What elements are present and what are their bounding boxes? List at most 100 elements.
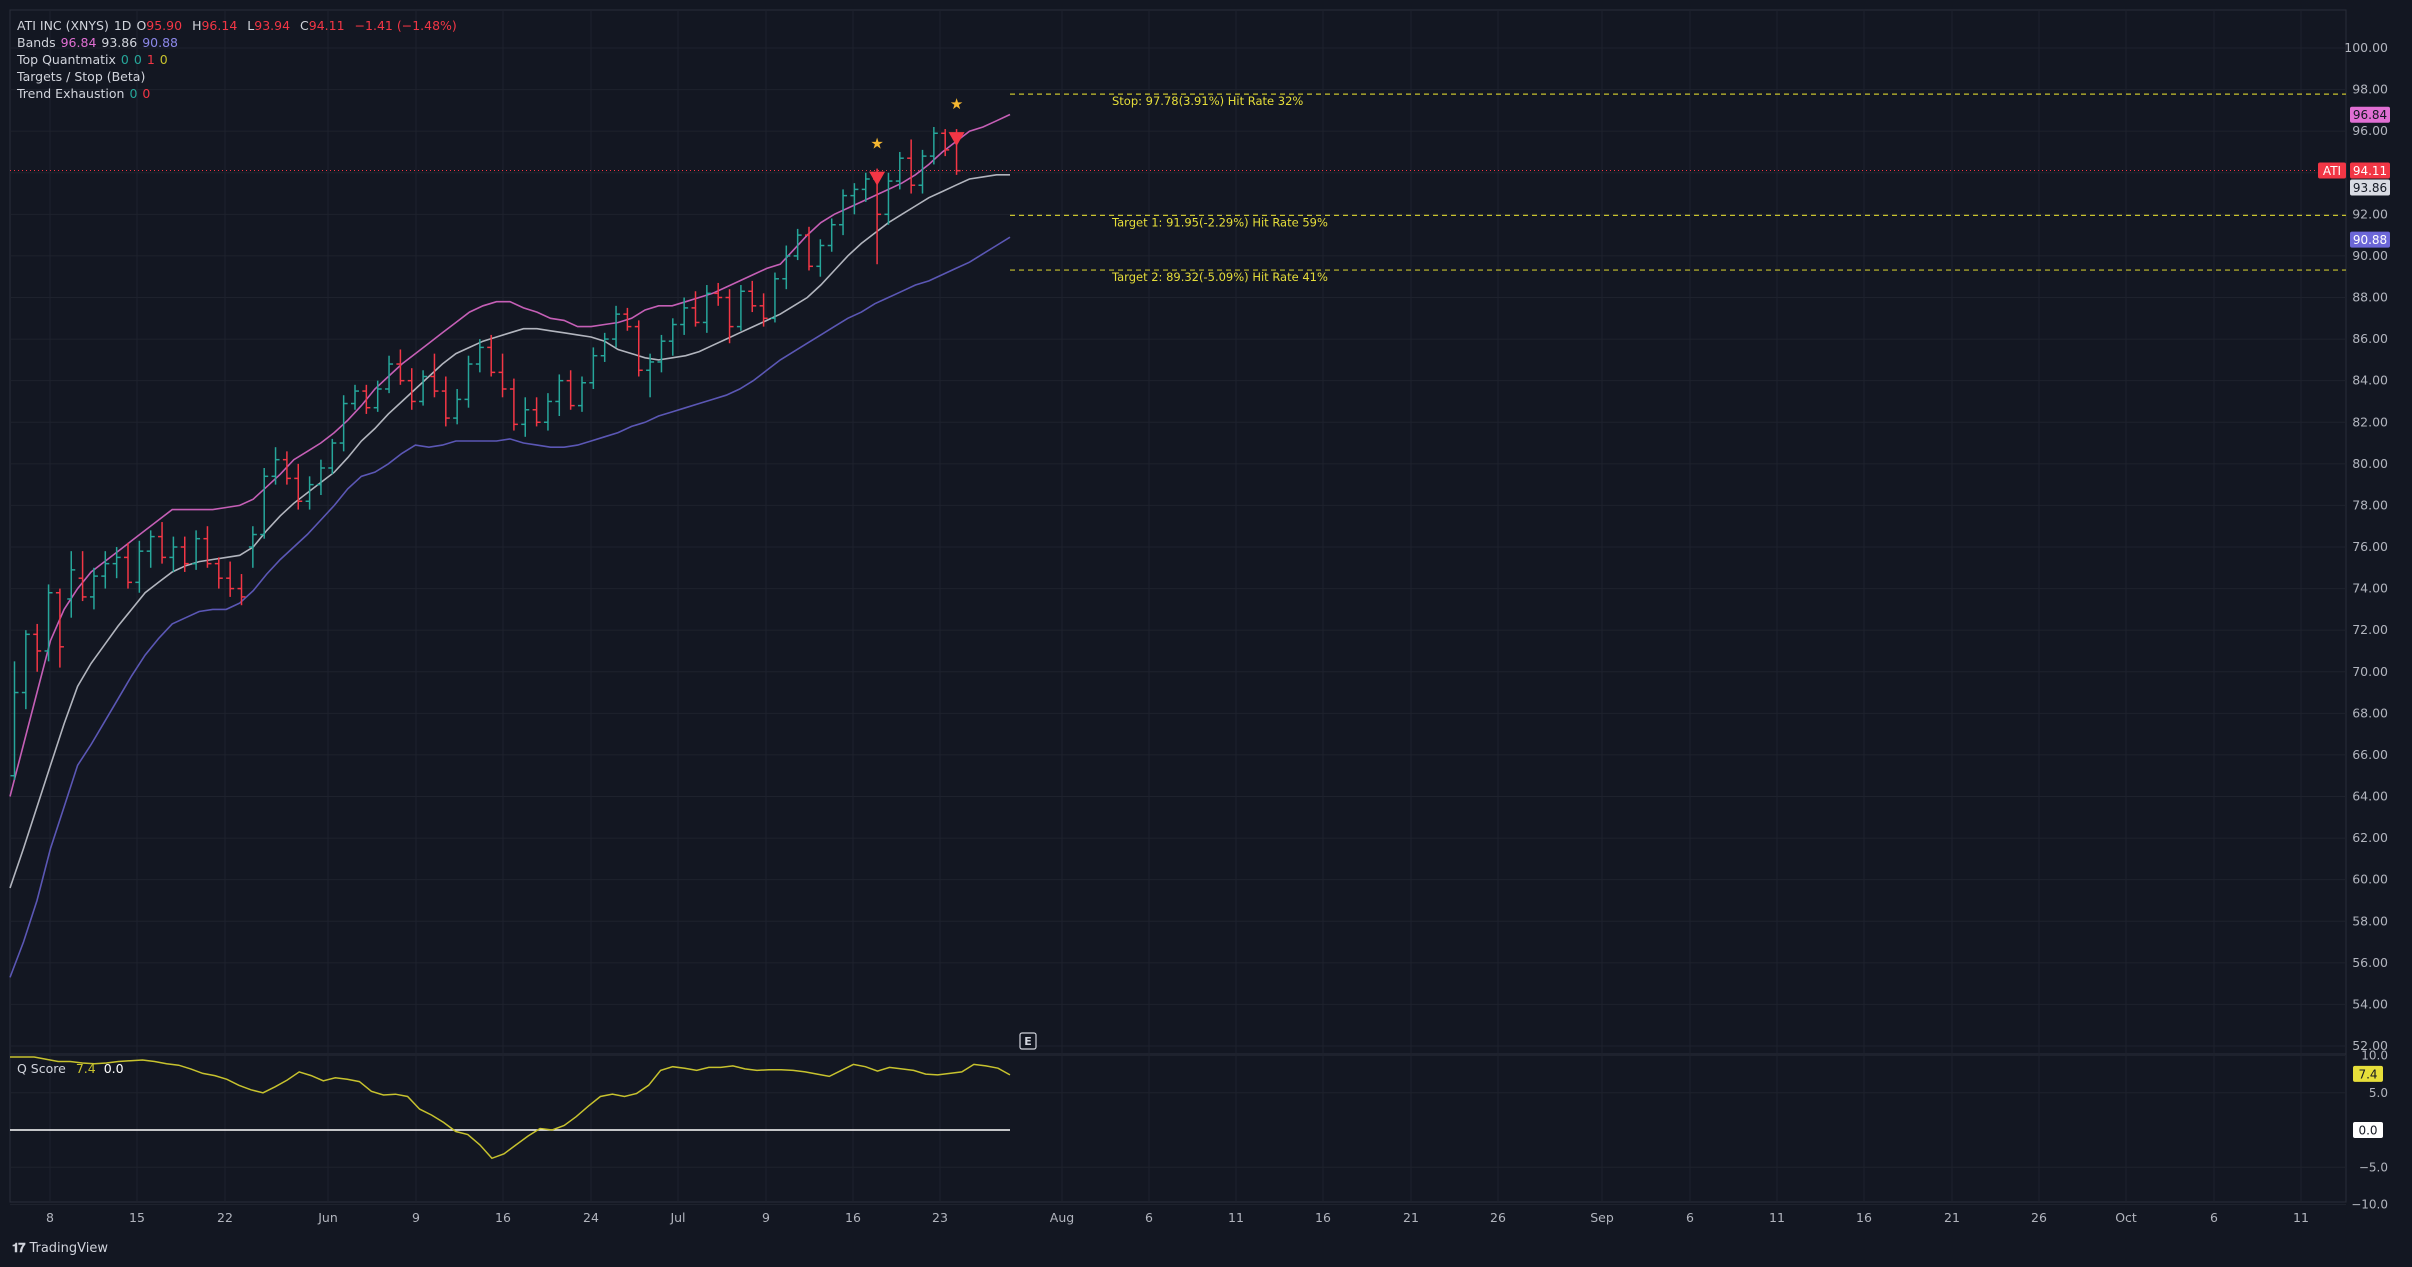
ohlc-bar <box>657 334 666 373</box>
legend-quantmatix-row[interactable]: Top Quantmatix 0 0 1 0 <box>17 51 462 68</box>
grid-lines <box>9 9 2347 1203</box>
price-tick-label: 54.00 <box>2352 996 2388 1011</box>
ohlc-bar <box>55 588 64 668</box>
bands-label: Bands <box>17 35 56 50</box>
last-price-tag: 94.11 <box>2350 162 2390 179</box>
time-tick-label: 11 <box>2293 1210 2309 1225</box>
ohlc-bar <box>850 183 859 215</box>
ohlc-bar <box>135 540 144 593</box>
last-price-tag-text: 94.11 <box>2353 164 2387 178</box>
ohlc-bar <box>453 388 462 425</box>
qscore-zero-tag-bg <box>2353 1122 2383 1138</box>
ohlc-bar <box>691 291 700 327</box>
upper-band-line <box>9 113 1011 797</box>
ohlc-bar <box>907 139 916 194</box>
target-stop-levels: Stop: 97.78(3.91%) Hit Rate 32% Target 1:… <box>1010 93 2346 284</box>
ohlc-bar <box>396 349 405 385</box>
open-label: O <box>136 18 147 33</box>
ohlc-bar <box>192 530 201 570</box>
ohlc-bar <box>714 282 723 306</box>
ohlc-bar <box>612 305 621 348</box>
ohlc-bar <box>543 393 552 431</box>
price-tags: 96.84 94.11 ATI 93.86 90.88 7.4 0.0 <box>2318 106 2390 1138</box>
ohlc-bar <box>260 467 269 539</box>
time-tick-label: 16 <box>845 1210 861 1225</box>
time-tick-label: 9 <box>412 1210 420 1225</box>
star-icon: ★ <box>870 135 883 153</box>
legend-symbol-row[interactable]: ATI INC (XNYS) 1D O95.90 H96.14 L93.94 C94.11… <box>17 17 462 34</box>
price-tick-label: 100.00 <box>2344 40 2388 55</box>
price-tick-label: 90.00 <box>2352 248 2388 263</box>
star-icon: ★ <box>950 95 963 113</box>
ohlc-bar <box>589 347 598 389</box>
time-tick-label: 6 <box>2210 1210 2218 1225</box>
time-tick-label: Jul <box>669 1210 685 1225</box>
ohlc-bar <box>793 228 802 261</box>
qscore-tick-label: −5.0 <box>2359 1160 2388 1174</box>
symbol-tag-text: ATI <box>2323 164 2341 178</box>
legend-targets-row[interactable]: Targets / Stop (Beta) <box>17 68 462 85</box>
ohlc-bar <box>33 623 42 672</box>
time-tick-label: 24 <box>583 1210 599 1225</box>
ohlc-bar <box>475 339 484 373</box>
ohlc-bar <box>419 370 428 406</box>
ohlc-bar <box>78 551 87 602</box>
plot-border <box>9 9 2347 1203</box>
time-axis[interactable]: 8 15 22 Jun 9 16 24 Jul 9 16 23 Aug 6 11 16 21 26 Sep 6 11 1… <box>46 1210 2309 1225</box>
ohlc-bar <box>146 530 155 568</box>
qscore-tag-text: 7.4 <box>2358 1067 2377 1081</box>
quantmatix-value-3: 1 <box>146 52 155 67</box>
price-tick-label: 86.00 <box>2352 331 2388 346</box>
price-tick-label: 64.00 <box>2352 789 2388 804</box>
ohlc-bar <box>759 293 768 327</box>
mid-band-tag-text: 93.86 <box>2353 181 2387 195</box>
time-tick-label: Oct <box>2115 1210 2137 1225</box>
lower-band-line <box>9 236 1011 978</box>
price-tick-label: 58.00 <box>2352 913 2388 928</box>
price-tick-label: 80.00 <box>2352 456 2388 471</box>
qscore-tag: 7.4 <box>2353 1065 2383 1082</box>
ohlc-bar <box>362 384 371 414</box>
target-label: Target 1: 91.95(-2.29%) Hit Rate 59% <box>1111 215 1328 229</box>
symbol-name[interactable]: ATI INC (XNYS) <box>17 18 109 33</box>
ohlc-bar <box>805 226 813 271</box>
ohlc-bar <box>509 378 518 431</box>
time-tick-label: 6 <box>1145 1210 1153 1225</box>
ohlc-bar <box>816 239 825 277</box>
price-tick-label: 72.00 <box>2352 622 2388 637</box>
legend-bands-row[interactable]: Bands 96.84 93.86 90.88 <box>17 34 462 51</box>
down-arrow-icon <box>869 171 886 186</box>
ohlc-bar <box>782 245 791 290</box>
lower-band-tag-text: 90.88 <box>2353 233 2387 247</box>
price-tick-label: 68.00 <box>2352 705 2388 720</box>
last-price-tag-bg <box>2350 162 2390 179</box>
price-axis[interactable]: 100.0098.0096.0094.0092.0090.0088.0086.0… <box>2344 40 2388 1053</box>
price-tick-label: 92.00 <box>2352 206 2388 221</box>
quantmatix-value-4: 0 <box>159 52 168 67</box>
ohlc-bar <box>385 355 394 394</box>
time-tick-label: Aug <box>1050 1210 1074 1225</box>
upper-band-tag: 96.84 <box>2350 106 2390 123</box>
ohlc-bar <box>441 376 450 427</box>
upper-band-tag-text: 96.84 <box>2353 108 2387 122</box>
ohlc-bar <box>521 397 530 437</box>
bands-mid-value: 93.86 <box>101 35 138 50</box>
time-tick-label: 23 <box>932 1210 948 1225</box>
ohlc-bar <box>748 280 757 313</box>
price-tick-label: 66.00 <box>2352 747 2388 762</box>
ohlc-bar <box>316 459 325 496</box>
ohlc-bar <box>770 272 779 323</box>
interval-label[interactable]: 1D <box>113 18 132 33</box>
tradingview-logo[interactable]: 𝟏𝟕 TradingView <box>12 1241 108 1256</box>
time-tick-label: 16 <box>1856 1210 1872 1225</box>
time-tick-label: 16 <box>1315 1210 1331 1225</box>
ohlc-bar <box>646 353 655 398</box>
ohlc-bar <box>226 561 235 597</box>
high-label: H <box>192 18 202 33</box>
ohlc-bar <box>498 353 507 398</box>
qscore-legend[interactable]: Q Score 7.4 0.0 <box>17 1061 124 1076</box>
legend-exhaustion-row[interactable]: Trend Exhaustion 0 0 <box>17 85 462 102</box>
low-label: L <box>247 18 255 33</box>
qscore-pane: 10.0 5.0 −5.0 −10.0 <box>10 1049 2388 1212</box>
